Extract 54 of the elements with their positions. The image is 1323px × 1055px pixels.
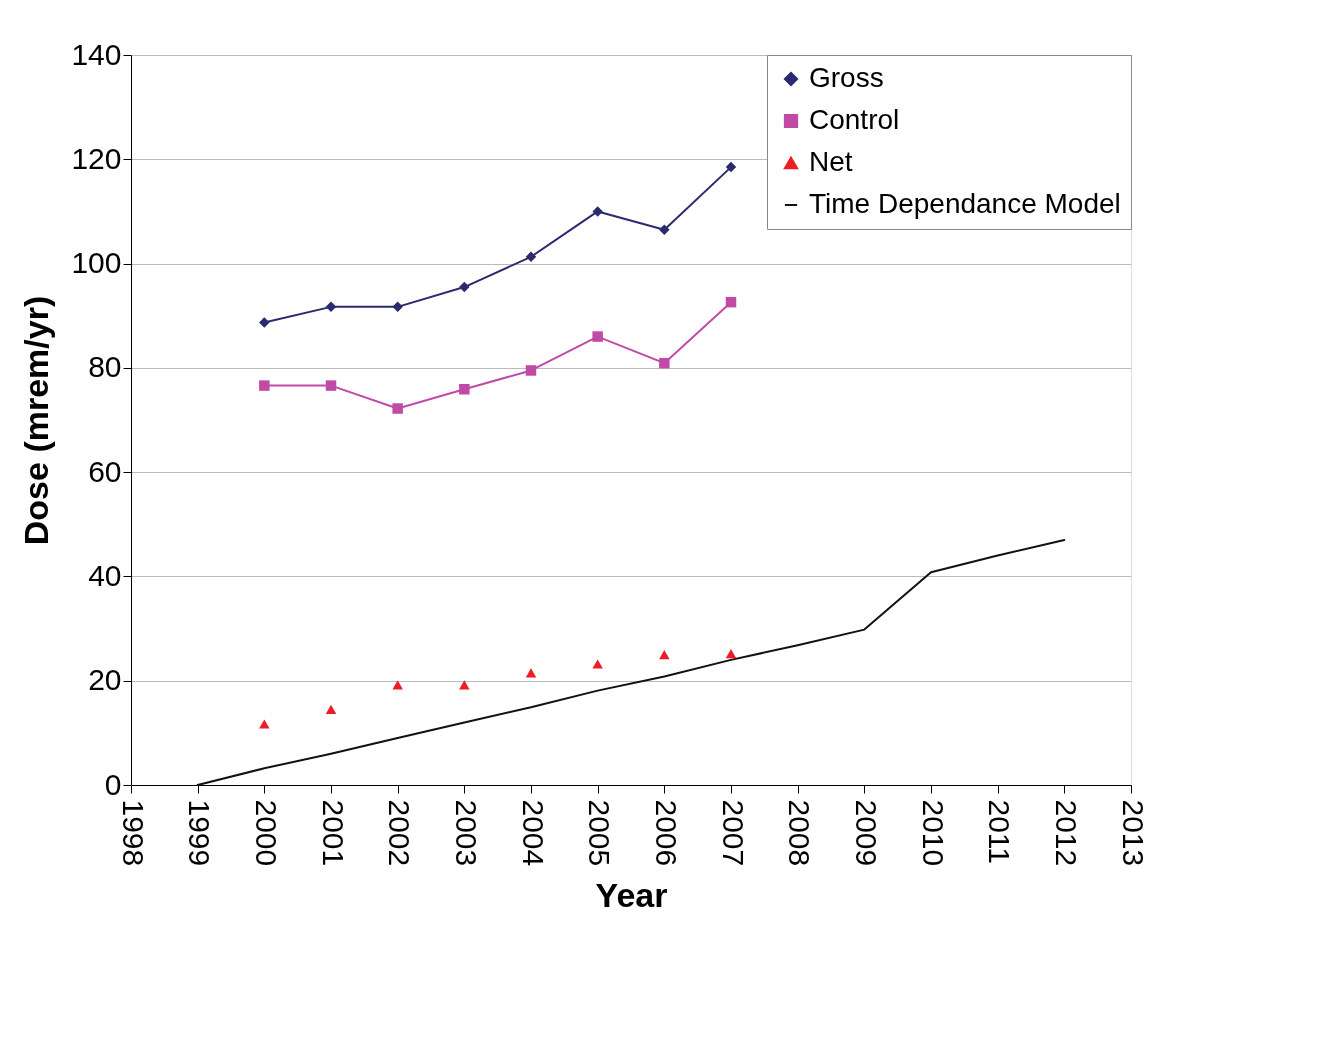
y-tick-label: 120 — [71, 141, 122, 175]
point — [725, 296, 737, 308]
point — [592, 659, 603, 669]
point — [325, 380, 337, 391]
point — [325, 301, 337, 313]
x-tick-label: 2008 — [783, 799, 817, 867]
point — [725, 161, 737, 173]
x-tick-label: 2001 — [316, 799, 350, 867]
point — [592, 206, 603, 217]
x-tick-label: 2006 — [649, 799, 683, 867]
point — [392, 403, 403, 414]
point — [459, 281, 470, 293]
x-tick-label: 1998 — [116, 799, 150, 867]
y-tick-label: 60 — [88, 454, 122, 488]
y-tick-label: 20 — [88, 663, 122, 697]
y-tick-label: 80 — [88, 350, 122, 384]
point — [525, 668, 537, 678]
x-tick-label: 2004 — [516, 799, 550, 867]
point — [525, 365, 537, 376]
point — [259, 317, 270, 328]
x-tick-label: 2012 — [1049, 799, 1083, 867]
legend-label: Control — [809, 104, 900, 135]
point — [525, 251, 537, 263]
point — [659, 357, 670, 369]
y-tick-label: 40 — [88, 558, 122, 592]
y-axis-title: Dose (mrem/yr) — [17, 295, 56, 546]
legend-label: Gross — [809, 62, 884, 93]
legend-label: Time Dependance Model — [809, 188, 1121, 219]
point — [325, 704, 337, 714]
line-series — [196, 538, 1066, 786]
x-tick-label: 2011 — [983, 799, 1017, 865]
point — [392, 301, 403, 313]
x-tick-label: 2005 — [583, 799, 617, 867]
x-tick-label: 2013 — [1116, 799, 1150, 867]
x-tick-label: 2007 — [716, 799, 750, 867]
point — [725, 649, 737, 659]
point — [659, 650, 670, 660]
legend-label: Net — [809, 146, 853, 177]
point — [459, 680, 470, 690]
x-tick-label: 1999 — [183, 799, 217, 867]
y-tick-label: 100 — [71, 246, 122, 280]
y-tick-label: 0 — [104, 767, 122, 801]
x-tick-label: 2003 — [449, 799, 483, 867]
x-tick-label: 2000 — [249, 799, 283, 867]
point — [459, 383, 470, 395]
x-tick-label: 2009 — [849, 799, 883, 867]
x-axis-title: Year — [595, 876, 668, 915]
y-tick-label: 140 — [71, 37, 122, 71]
point — [259, 719, 270, 729]
point — [592, 331, 603, 342]
x-tick-label: 2002 — [383, 799, 417, 867]
point — [659, 224, 670, 235]
point — [259, 380, 270, 391]
x-tick-label: 2010 — [916, 799, 950, 867]
